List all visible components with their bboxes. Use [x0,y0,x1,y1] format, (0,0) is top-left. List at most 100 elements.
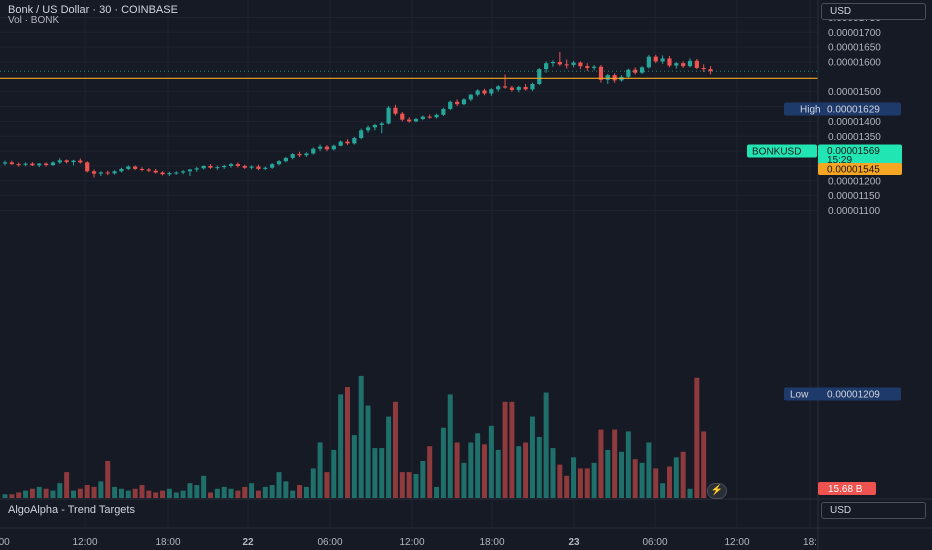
candle [276,160,282,166]
volume-bar [365,405,371,498]
candle [153,168,158,174]
time-tick-label: 22 [242,537,254,548]
volume-bar [125,490,131,498]
candle-body [455,101,460,105]
low-marker: Low 0.00001209 [784,387,901,401]
candle [639,66,645,74]
volume-bar [146,490,152,498]
volume-bar [187,483,193,498]
time-tick-label: 12:00 [724,537,749,548]
candle-body [64,160,69,163]
candle-body [139,168,145,170]
candle [407,117,412,123]
candle [516,85,521,93]
currency-selector-bottom[interactable]: USD [821,502,926,519]
candle [201,165,206,170]
volume-bar [297,485,303,498]
candle [660,55,665,64]
candle-body [496,86,501,90]
candle-body [400,113,405,120]
candle-body [537,69,542,84]
candle [181,170,186,175]
volume-bar [71,490,76,498]
volume-bar [23,490,29,498]
candle [365,125,371,133]
candle [379,121,384,134]
candle-body [386,107,391,124]
candle [461,98,467,106]
candle-body [461,99,467,105]
candle [324,145,330,152]
candle-body [687,60,693,67]
candle [359,128,364,140]
price-tick-label: 0.00001500 [828,87,881,98]
candle-body [167,173,172,175]
volume-bar [29,488,35,498]
volume-bar [475,433,481,498]
candle [57,158,62,164]
time-axis[interactable]: 6:00 12:00 18:00 22 06:00 12:00 18:00 23 06:00 12… [0,537,817,548]
volume-bar [694,377,700,498]
indicator-title[interactable]: AlgoAlpha - Trend Targets [8,504,135,516]
candle [167,171,172,177]
candle [598,64,604,83]
volume-bar [413,473,419,498]
candle-body [181,171,186,173]
lightning-icon[interactable]: ⚡ [707,483,727,499]
volume-bar [564,475,570,498]
candle [133,165,138,171]
grid [0,0,818,528]
candle-body [85,162,90,172]
candle [496,85,501,92]
candle-body [126,166,131,169]
volume-bar [434,486,440,498]
candle [160,171,165,176]
volume-title[interactable]: Vol · BONK [8,15,60,26]
volume-bar [447,394,453,498]
volume-bar [427,446,433,498]
volume-bar [194,485,200,498]
candle-body [324,146,330,150]
candle [2,160,8,166]
time-tick-label: 6:00 [0,537,10,548]
volume-bar [310,468,316,498]
candle [338,140,343,147]
time-tick-label: 12:00 [72,537,97,548]
candle-body [502,86,508,88]
candle [502,74,508,89]
candle-body [331,145,336,150]
symbol-title[interactable]: Bonk / US Dollar · 30 · COINBASE [8,4,178,16]
volume-bar [619,451,624,498]
candle-body [482,90,487,94]
volume-bar [666,466,672,498]
volume-bar [646,442,652,498]
candle [585,63,590,71]
volume-bar [358,375,364,498]
volume-bar [201,475,207,498]
candle [16,162,21,167]
volume-bar [9,494,15,498]
candle-body [304,153,309,156]
volume-bar [529,416,535,498]
volume-bar [338,394,344,498]
volume-bar [653,468,659,498]
currency-selector-top[interactable]: USD [821,3,926,20]
candle [311,147,316,155]
volume-bar [214,488,220,498]
candle-body [215,167,220,169]
time-tick-label: 18:00 [155,537,180,548]
volume-bar [386,416,392,498]
volume-bar [283,481,289,498]
target-level-marker: 0.00001545 [818,163,902,176]
candle [50,161,56,166]
candle [455,99,460,106]
candle [468,94,473,102]
high-marker: High 0.00001629 [784,102,901,116]
candle [283,157,288,163]
candle [509,85,514,92]
candle-body [509,87,514,90]
candle-body [256,166,261,169]
volume-bar [482,444,487,498]
